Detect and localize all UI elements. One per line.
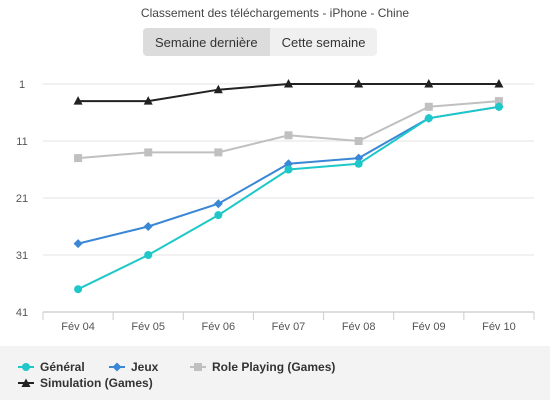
- x-tick-label: Fév 07: [272, 321, 306, 333]
- data-point: [214, 148, 223, 157]
- legend-item[interactable]: Jeux: [109, 360, 158, 374]
- legend-item[interactable]: Général: [18, 360, 85, 374]
- x-tick-label: Fév 05: [131, 321, 165, 333]
- data-point: [424, 114, 433, 123]
- legend-marker-icon: [18, 363, 34, 371]
- series-line: [77, 100, 500, 160]
- data-point: [74, 154, 83, 163]
- data-point: [214, 211, 223, 220]
- data-point: [424, 79, 434, 88]
- data-point: [284, 131, 293, 140]
- data-point: [354, 79, 364, 88]
- y-tick-label: 1: [19, 79, 25, 91]
- x-tick-label: Fév 06: [202, 321, 236, 333]
- data-point: [284, 165, 293, 174]
- y-tick-label: 21: [16, 193, 28, 205]
- legend-label: Jeux: [131, 360, 159, 374]
- legend: Général Jeux Role Playing (Games) Simulatio…: [0, 346, 550, 400]
- legend-item[interactable]: Simulation (Games): [18, 376, 153, 390]
- y-tick-label: 11: [16, 136, 27, 148]
- toggle-last-week-button[interactable]: Semaine dernière: [143, 28, 270, 56]
- data-point: [144, 148, 153, 157]
- x-tick-label: Fév 08: [342, 321, 376, 333]
- y-tick-label: 31: [16, 250, 28, 262]
- data-point: [494, 79, 504, 88]
- toggle-this-week-button[interactable]: Cette semaine: [269, 28, 378, 56]
- chart-title: Classement des téléchargements - iPhone …: [140, 6, 410, 20]
- legend-label: Général: [40, 360, 85, 374]
- data-point: [73, 96, 83, 105]
- data-point: [144, 251, 153, 259]
- data-point: [73, 239, 83, 249]
- data-point: [213, 199, 223, 209]
- data-point: [143, 222, 153, 231]
- legend-marker-icon: [109, 362, 125, 372]
- data-point: [284, 79, 293, 88]
- legend-label: Simulation (Games): [40, 376, 153, 390]
- x-tick-label: Fév 10: [482, 321, 516, 333]
- data-point: [424, 102, 433, 111]
- data-point: [354, 153, 364, 163]
- data-point: [354, 159, 363, 168]
- x-tick-label: Fév 04: [61, 321, 95, 333]
- legend-label: Role Playing (Games): [212, 360, 336, 374]
- period-toggle: Semaine dernière Cette semaine: [143, 28, 378, 56]
- data-point: [354, 137, 363, 145]
- legend-marker-icon: [190, 363, 206, 371]
- data-point: [213, 84, 223, 94]
- legend-item[interactable]: Role Playing (Games): [190, 360, 335, 374]
- x-tick-label: Fév 09: [412, 321, 446, 333]
- data-point: [74, 285, 83, 294]
- legend-marker-icon: [18, 378, 34, 387]
- data-point: [143, 96, 153, 105]
- y-tick-label: 41: [16, 307, 28, 319]
- data-point: [494, 97, 503, 106]
- series-line: [77, 105, 500, 245]
- data-point: [494, 102, 503, 111]
- data-point: [284, 159, 293, 169]
